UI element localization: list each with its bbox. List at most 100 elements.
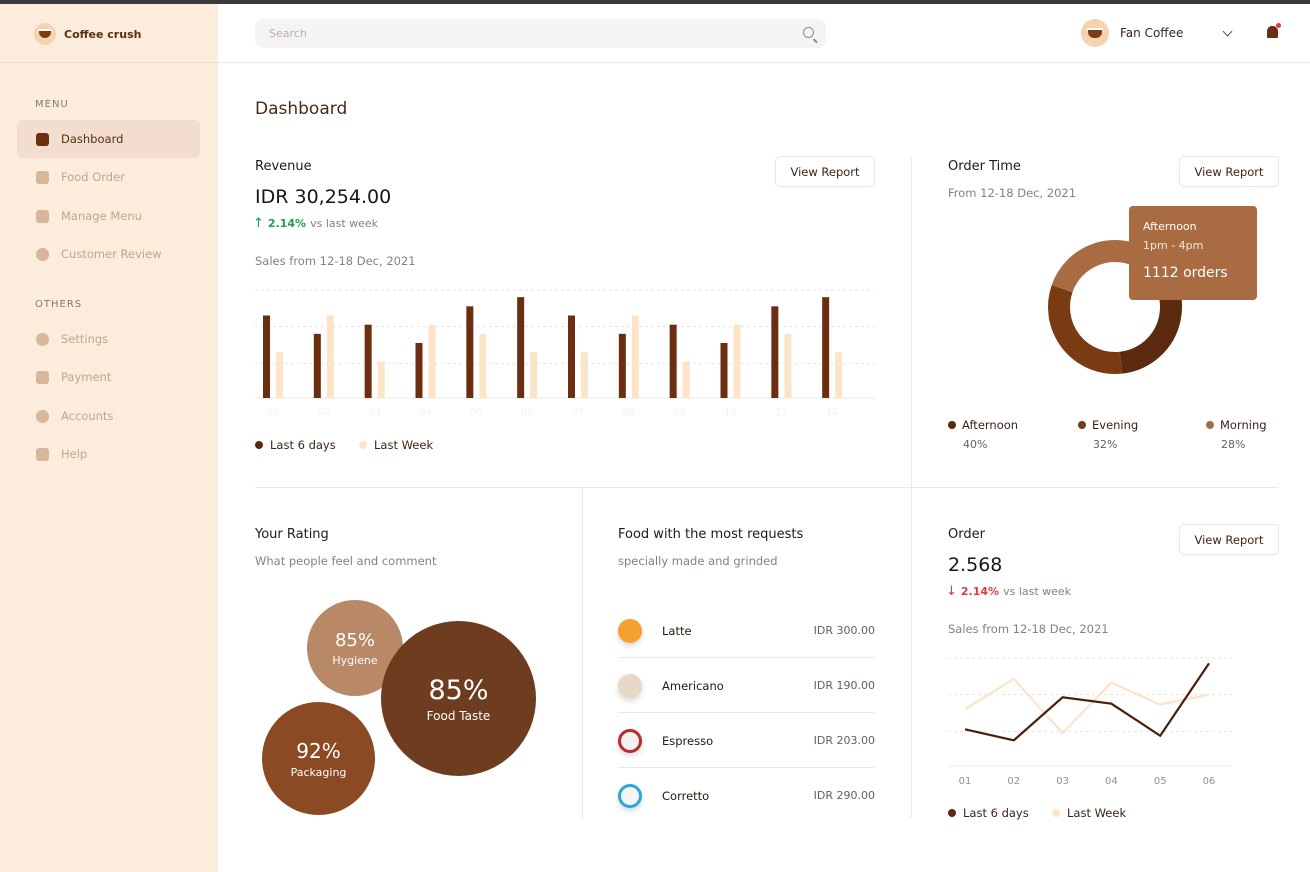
bar-last-6-days-10 — [720, 343, 728, 398]
x-tick-label: 08 — [622, 407, 635, 418]
bell-icon[interactable] — [1267, 23, 1281, 38]
user-profile[interactable]: Fan Coffee — [1081, 19, 1183, 47]
arrow-up-icon: ↑ — [253, 216, 264, 231]
order-title: Order — [948, 527, 985, 542]
legend-value: 32% — [1093, 438, 1118, 451]
x-tick-label: 04 — [419, 407, 432, 418]
order-delta-text: vs last week — [1003, 585, 1072, 598]
sidebar-item-food-order[interactable]: Food Order — [17, 158, 200, 196]
order-amount: 2.568 — [948, 554, 1003, 576]
bar-last-week-01 — [276, 352, 283, 398]
sidebar-divider — [0, 62, 218, 63]
bar-last-week-06 — [530, 352, 538, 398]
food-subtitle: specially made and grinded — [618, 554, 778, 568]
bar-last-6-days-01 — [263, 315, 270, 398]
sidebar-item-help[interactable]: Help — [17, 435, 200, 473]
order-time-view-report-button[interactable]: View Report — [1179, 156, 1279, 187]
list-item[interactable]: Latte IDR 300.00 — [618, 603, 875, 658]
legend-dot — [1052, 809, 1060, 817]
info-icon — [36, 447, 49, 461]
revenue-title: Revenue — [255, 159, 312, 174]
legend-dot — [948, 421, 956, 429]
x-tick-label: 06 — [521, 407, 534, 418]
tooltip-time: 1pm - 4pm — [1143, 239, 1204, 252]
bar-last-6-days-03 — [364, 324, 372, 398]
bar-last-6-days-05 — [466, 306, 474, 398]
bar-last-week-02 — [326, 315, 334, 398]
x-tick-label: 11 — [775, 407, 788, 418]
chat-bubble-icon — [36, 247, 49, 261]
list-divider — [618, 767, 875, 768]
legend-label: Afternoon — [962, 418, 1019, 432]
list-item[interactable]: Americano IDR 190.00 — [618, 658, 875, 713]
list-item[interactable]: Espresso IDR 203.00 — [618, 713, 875, 768]
sidebar-item-label: Payment — [61, 370, 112, 384]
food-title: Food with the most requests — [618, 527, 804, 542]
list-item[interactable]: Corretto IDR 290.00 — [618, 768, 875, 823]
list-divider — [618, 712, 875, 713]
legend-label: Last Week — [1067, 806, 1127, 820]
bubble-value: 92% — [296, 738, 341, 763]
x-tick-label: 05 — [470, 407, 483, 418]
window-top-bar — [0, 0, 1310, 4]
bar-last-week-08 — [631, 315, 639, 398]
cart-icon — [36, 170, 49, 184]
bar-last-week-03 — [377, 361, 385, 398]
order-delta: ↓ 2.14% vs last week — [946, 584, 1071, 599]
x-tick-label: 12 — [826, 407, 839, 418]
brand-name: Coffee crush — [64, 27, 142, 41]
sidebar-item-label: Help — [61, 447, 88, 461]
legend-label: Last Week — [374, 438, 434, 452]
sidebar-item-label: Customer Review — [61, 247, 162, 261]
user-name: Fan Coffee — [1120, 26, 1184, 40]
tooltip-label: Afternoon — [1143, 220, 1197, 233]
donut-legend-evening: Evening 32% — [1078, 418, 1138, 451]
user-icon — [36, 409, 49, 423]
food-name: Corretto — [662, 788, 710, 803]
x-tick-label: 01 — [959, 776, 972, 787]
sidebar-item-settings[interactable]: Settings — [17, 320, 200, 358]
sidebar-item-dashboard[interactable]: Dashboard — [17, 120, 200, 158]
donut-slice-evening — [1048, 284, 1122, 374]
bar-last-6-days-04 — [415, 343, 423, 398]
food-name: Americano — [662, 678, 724, 693]
order-legend-last-6-days: Last 6 days — [948, 806, 1029, 820]
gear-icon — [36, 332, 49, 346]
sidebar-item-label: Food Order — [61, 170, 125, 184]
revenue-view-report-button[interactable]: View Report — [775, 156, 875, 187]
arrow-down-icon: ↓ — [946, 584, 957, 599]
sidebar-item-accounts[interactable]: Accounts — [17, 397, 200, 435]
card-divider — [911, 488, 912, 818]
x-tick-label: 03 — [368, 407, 381, 418]
search-input[interactable]: Search — [255, 19, 826, 48]
x-tick-label: 02 — [317, 407, 330, 418]
others-section-label: OTHERS — [35, 299, 83, 310]
x-tick-label: 02 — [1007, 776, 1020, 787]
bubble-value: 85% — [428, 674, 489, 706]
sidebar-item-manage-menu[interactable]: Manage Menu — [17, 197, 200, 235]
bar-last-week-12 — [835, 352, 843, 398]
americano-icon — [618, 673, 642, 698]
legend-label: Morning — [1220, 418, 1267, 432]
donut-tooltip: Afternoon 1pm - 4pm 1112 orders — [1129, 206, 1257, 300]
coffee-cup-logo-icon — [34, 23, 56, 45]
food-price: IDR 190.00 — [813, 679, 875, 692]
revenue-legend-last-6-days: Last 6 days — [255, 438, 336, 452]
legend-dot — [948, 809, 956, 817]
sidebar-item-customer-review[interactable]: Customer Review — [17, 235, 200, 273]
sidebar-item-payment[interactable]: Payment — [17, 358, 200, 396]
espresso-icon — [618, 728, 642, 753]
legend-label: Last 6 days — [270, 438, 336, 452]
order-time-period: From 12-18 Dec, 2021 — [948, 186, 1077, 200]
bar-last-6-days-12 — [822, 297, 830, 398]
chevron-down-icon[interactable] — [1222, 26, 1233, 37]
food-price: IDR 203.00 — [813, 734, 875, 747]
legend-label: Last 6 days — [963, 806, 1029, 820]
food-name: Espresso — [662, 733, 714, 748]
legend-dot — [1078, 421, 1086, 429]
line-series-last-week — [964, 677, 1210, 735]
order-view-report-button[interactable]: View Report — [1179, 524, 1279, 555]
brand[interactable]: Coffee crush — [34, 22, 141, 46]
revenue-bar-chart: 01 02 03 04 05 06 07 08 09 10 11 12 — [255, 289, 875, 418]
search-icon[interactable] — [803, 27, 814, 38]
